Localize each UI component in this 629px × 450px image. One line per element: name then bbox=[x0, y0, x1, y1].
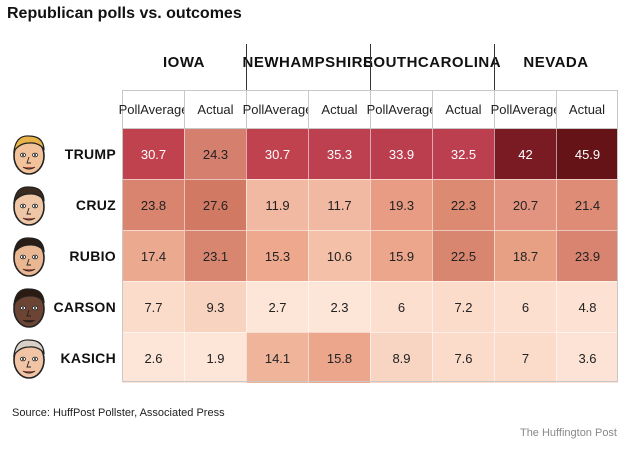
state-divider bbox=[370, 44, 371, 90]
state-header: IOWA bbox=[122, 36, 246, 90]
state-header: NEW HAMPSHIRE bbox=[242, 36, 374, 90]
column-subheader-line: Poll bbox=[242, 101, 265, 117]
table-cell: 27.6 bbox=[184, 179, 246, 230]
table-cell: 3.6 bbox=[556, 332, 618, 383]
column-subheader: Poll Average bbox=[490, 90, 560, 128]
column-subheader: Actual bbox=[432, 90, 494, 128]
state-header-line: HAMPSHIRE bbox=[279, 54, 374, 71]
table-cell: 9.3 bbox=[184, 281, 246, 332]
candidate-name: CARSON bbox=[53, 298, 116, 315]
table-cell: 14.1 bbox=[246, 332, 308, 383]
table-cell: 35.3 bbox=[308, 128, 370, 179]
column-subheader-line: Average bbox=[264, 101, 313, 117]
column-subheader: Actual bbox=[308, 90, 370, 128]
table-cell: 7.6 bbox=[432, 332, 494, 383]
table-cell: 2.7 bbox=[246, 281, 308, 332]
candidate-name: KASICH bbox=[60, 349, 116, 366]
state-header: NEVADA bbox=[494, 36, 618, 90]
column-subheader: Poll Average bbox=[118, 90, 188, 128]
table-cell: 22.3 bbox=[432, 179, 494, 230]
state-header: SOUTH CAROLINA bbox=[363, 36, 501, 90]
column-subheader-line: Poll bbox=[366, 101, 389, 117]
table-cell: 6 bbox=[370, 281, 432, 332]
table-cell: 33.9 bbox=[370, 128, 432, 179]
table-cell: 18.7 bbox=[494, 230, 556, 281]
candidate-face-drawing bbox=[13, 339, 45, 379]
table-cell: 2.6 bbox=[122, 332, 184, 383]
table-cell: 2.3 bbox=[308, 281, 370, 332]
table-cell: 1.9 bbox=[184, 332, 246, 383]
table-cell: 19.3 bbox=[370, 179, 432, 230]
table-cell: 4.8 bbox=[556, 281, 618, 332]
table-cell: 10.6 bbox=[308, 230, 370, 281]
column-subheader-line: Poll bbox=[118, 101, 141, 117]
table-cell: 32.5 bbox=[432, 128, 494, 179]
state-header-line: IOWA bbox=[163, 54, 205, 71]
candidate-face-drawing bbox=[13, 237, 45, 277]
table-cell: 42 bbox=[494, 128, 556, 179]
candidate-name: CRUZ bbox=[75, 196, 116, 213]
column-subheader-line: Actual bbox=[197, 101, 234, 117]
table-cell: 6 bbox=[494, 281, 556, 332]
column-subheader-line: Actual bbox=[568, 101, 606, 117]
candidate-face-drawing bbox=[13, 135, 45, 175]
table-cell: 24.3 bbox=[184, 128, 246, 179]
column-subheader-line: Average bbox=[512, 101, 561, 117]
table-cell: 30.7 bbox=[122, 128, 184, 179]
column-subheader: Poll Average bbox=[366, 90, 436, 128]
table-cell: 11.9 bbox=[246, 179, 308, 230]
state-header-line: SOUTH bbox=[362, 54, 418, 71]
table-cell: 7.7 bbox=[122, 281, 184, 332]
column-subheader-line: Actual bbox=[321, 101, 358, 117]
candidate-face-drawing bbox=[13, 186, 45, 226]
column-subheader-line: Poll bbox=[490, 101, 513, 117]
table-cell: 8.9 bbox=[370, 332, 432, 383]
table-cell: 21.4 bbox=[556, 179, 618, 230]
table-cell: 22.5 bbox=[432, 230, 494, 281]
table-cell: 23.8 bbox=[122, 179, 184, 230]
column-subheader: Actual bbox=[184, 90, 246, 128]
state-header-line: CAROLINA bbox=[417, 54, 502, 71]
candidate-name: RUBIO bbox=[69, 247, 116, 264]
table-cell: 23.1 bbox=[184, 230, 246, 281]
source-note: Source: HuffPost Pollster, Associated Pr… bbox=[12, 407, 225, 419]
trump-face-icon bbox=[10, 131, 48, 177]
state-header-line: NEVADA bbox=[523, 54, 589, 71]
table-cell: 7 bbox=[494, 332, 556, 383]
state-divider bbox=[494, 44, 495, 90]
table-cell: 20.7 bbox=[494, 179, 556, 230]
table-cell: 7.2 bbox=[432, 281, 494, 332]
column-subheader-line: Average bbox=[388, 101, 437, 117]
state-divider bbox=[246, 44, 247, 90]
table-cell: 30.7 bbox=[246, 128, 308, 179]
table-cell: 45.9 bbox=[556, 128, 618, 179]
candidate-face-drawing bbox=[13, 288, 45, 328]
state-header-line: NEW bbox=[242, 54, 279, 71]
column-subheader: Poll Average bbox=[242, 90, 312, 128]
table-cell: 11.7 bbox=[308, 179, 370, 230]
table-cell: 23.9 bbox=[556, 230, 618, 281]
table-cell: 15.8 bbox=[308, 332, 370, 383]
column-subheader-line: Actual bbox=[445, 101, 482, 117]
column-subheader: Actual bbox=[556, 90, 618, 128]
kasich-face-icon bbox=[10, 335, 48, 381]
credit-label: The Huffington Post bbox=[519, 427, 617, 439]
table-cell: 15.3 bbox=[246, 230, 308, 281]
table-cell: 15.9 bbox=[370, 230, 432, 281]
rubio-face-icon bbox=[10, 233, 48, 279]
column-subheader-line: Average bbox=[140, 101, 189, 117]
chart-title: Republican polls vs. outcomes bbox=[7, 5, 242, 22]
candidate-name: TRUMP bbox=[64, 145, 116, 162]
carson-face-icon bbox=[10, 284, 48, 330]
cruz-face-icon bbox=[10, 182, 48, 228]
table-cell: 17.4 bbox=[122, 230, 184, 281]
